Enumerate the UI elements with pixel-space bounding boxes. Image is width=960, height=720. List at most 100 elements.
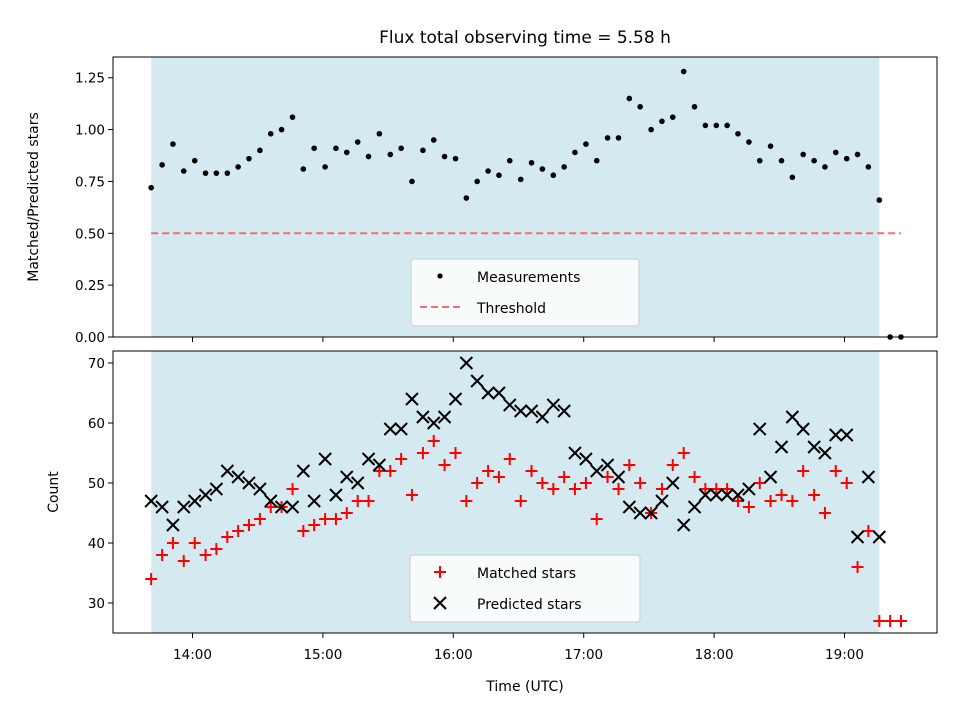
cross-b [829,428,843,442]
matched-star-point [319,513,332,525]
measurement-point [387,151,394,158]
cross-b [590,464,604,478]
x-tick-label: 19:00 [825,647,864,663]
predicted-star-point [383,422,398,436]
measurement-point [604,135,611,141]
matched-star-point [395,453,408,465]
predicted-star-point [448,392,463,406]
measurement-point [354,139,361,145]
bottom-legend: Matched stars Predicted stars [409,554,641,623]
predicted-star-point [155,500,169,514]
measurement-point [637,103,643,110]
cross-b [818,446,832,460]
cross-b [633,506,647,520]
matched-star-point [558,471,571,483]
predicted-star-point [579,452,593,466]
predicted-star-point [807,440,821,454]
matched-star-point [666,459,679,471]
bottom-legend-box [409,554,641,623]
measurement-point [463,195,470,201]
matched-star-point [308,519,321,531]
predicted-star-point [361,452,376,466]
predicted-star-point [459,356,474,370]
cross-b [459,356,474,370]
cross-b [524,404,539,418]
cross-b [622,500,637,514]
measurement-point [213,170,220,176]
predicted-star-point [188,494,202,508]
matched-star-point [731,495,744,507]
matched-star-point [514,495,527,507]
matched-star-point [884,615,897,627]
measurement-point [452,155,459,162]
matched-star-point [547,483,560,495]
bottom-y-ticks: 30 40 50 60 70 [88,356,113,612]
cross-b [318,452,332,466]
predicted-star-point [742,482,756,496]
predicted-star-point [492,386,506,400]
matched-star-point [894,615,907,627]
matched-star-point [742,501,755,513]
measurement-point [626,95,633,102]
predicted-star-point [209,482,224,496]
bottom-panel: 30 40 50 60 70 14:00 15:00 16:00 17:00 18:00 19:0… [46,350,938,695]
matched-star-point [601,471,614,483]
measurement-point [420,147,426,154]
measurement-point [474,178,480,185]
x-tick-label: 15:00 [303,647,342,663]
measurement-point [583,141,589,147]
legend-predicted-label: Predicted stars [477,597,582,613]
predicted-star-point [590,464,604,478]
predicted-star-point [437,410,452,424]
measurement-point [702,122,709,129]
matched-star-point [210,543,223,555]
cross-b [557,404,571,418]
predicted-star-point [242,476,256,490]
cross-b [329,488,343,502]
measurement-point [257,147,263,154]
matched-star-point [655,483,668,495]
measurement-point [246,155,252,162]
measurement-point [778,157,785,164]
cross-b [666,476,680,490]
matched-star-point [188,537,201,549]
legend-threshold-label: Threshold [476,301,546,317]
measurement-point [365,153,372,160]
predicted-star-point [503,398,517,412]
predicted-star-point [524,404,539,418]
measurement-point [496,172,502,179]
matched-star-point [166,537,179,549]
measurement-point [191,157,198,164]
bottom-y-axis-label: Count [46,471,62,513]
top-y-ticks: 0.00 0.25 0.50 0.75 1.00 1.25 [75,71,113,346]
measurement-point [811,157,817,164]
cross-b [274,500,289,514]
matched-star-point [840,477,853,489]
predicted-star-point [231,470,245,484]
measurement-point [615,135,622,141]
predicted-star-point [535,410,550,424]
matched-star-point [482,465,495,477]
matched-star-point [612,483,625,495]
predicted-star-point [296,464,311,478]
cross-b [687,500,702,514]
top-legend: Measurements Threshold [410,258,640,327]
matched-star-point [579,477,592,489]
matched-star-point [710,483,723,495]
cross-b [514,404,528,418]
x-tick-label: 14:00 [173,647,212,663]
measurement-point [659,118,665,125]
matched-star-point [199,549,212,561]
cross-b [437,410,452,424]
cross-b [253,482,267,496]
cross-b [709,488,724,502]
cross-b [177,500,191,514]
predicted-star-point [774,440,789,454]
legend-measurements-marker [437,273,443,279]
predicted-star-point [687,500,702,514]
cross-b [698,488,713,502]
y-tick-label: 1.25 [75,71,105,87]
predicted-star-point [546,398,561,412]
measurement-point [517,176,524,183]
measurement-point [789,174,796,181]
